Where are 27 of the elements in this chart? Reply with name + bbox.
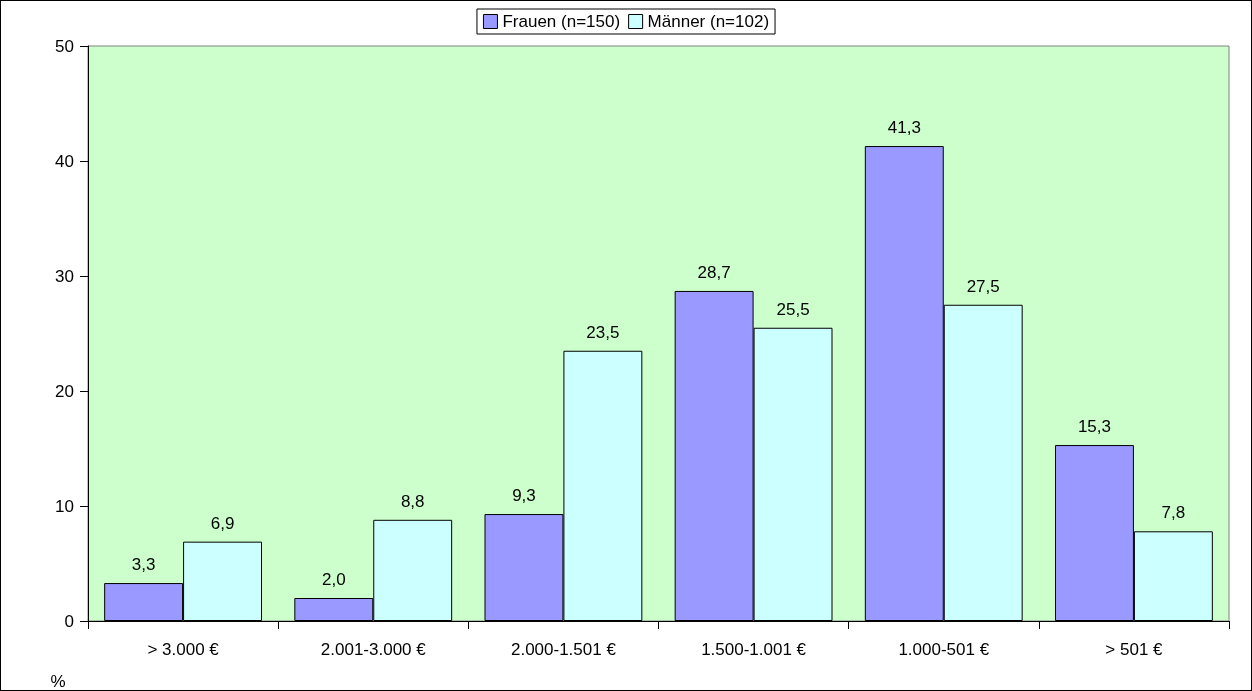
x-tick-label: 2.000-1.501 €	[510, 640, 617, 659]
legend-label: Frauen (n=150)	[502, 12, 621, 31]
data-label: 6,9	[210, 513, 235, 533]
x-tick-label: 2.001-3.000 €	[320, 640, 427, 659]
y-tick-label: 10	[55, 496, 74, 516]
y-tick-label: 30	[55, 266, 74, 286]
data-label: 15,3	[1077, 417, 1111, 437]
data-label: 7,8	[1161, 503, 1186, 523]
x-tick-label: 1.500-1.001 €	[701, 640, 807, 659]
legend-label: Männer (n=102)	[647, 12, 770, 31]
y-tick-label: 50	[55, 36, 74, 56]
data-label: 27,5	[966, 276, 1000, 296]
y-axis-title: %	[50, 672, 66, 691]
data-label: 41,3	[887, 118, 921, 138]
data-label: 3,3	[131, 555, 156, 575]
y-tick-label: 40	[55, 151, 74, 171]
data-label: 9,3	[512, 486, 536, 506]
y-tick-label: 0	[64, 611, 74, 631]
data-label: 23,5	[586, 322, 620, 342]
x-tick-label: 1.000-501 €	[898, 640, 990, 659]
data-label: 25,5	[776, 299, 810, 319]
y-tick-label: 20	[55, 381, 74, 401]
x-tick-label: > 3.000 €	[147, 640, 220, 659]
data-label: 2,0	[321, 570, 346, 589]
data-label: 8,8	[400, 491, 425, 511]
x-tick-label: > 501 €	[1105, 640, 1164, 659]
data-label: 28,7	[697, 262, 731, 282]
